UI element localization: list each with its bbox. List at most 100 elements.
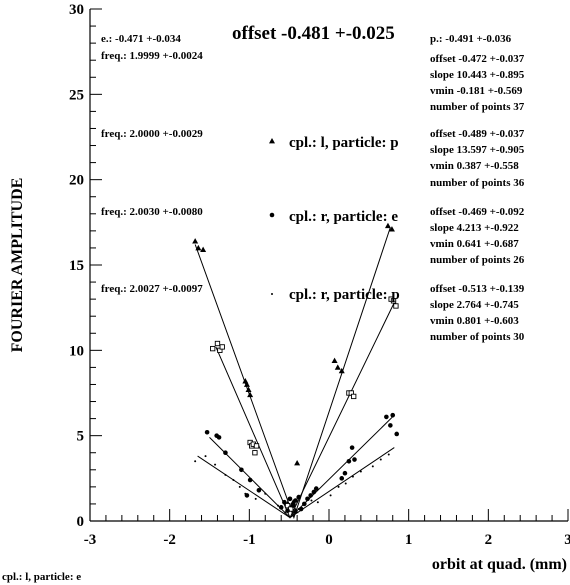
data-point-dot	[298, 506, 304, 512]
data-point-small-dot	[224, 473, 227, 476]
fit-annotation-right: slope 13.597 +-0.905	[430, 144, 525, 156]
fit-annotation-right: vmin 0.641 +-0.687	[430, 238, 519, 250]
data-point-small-dot	[379, 458, 382, 461]
legend-label: cpl.: r, particle: p	[289, 287, 400, 303]
data-point-dot	[223, 450, 228, 456]
fit-annotation-right: p.: -0.491 +-0.036	[430, 33, 512, 45]
fit-line	[194, 227, 391, 520]
fit-annotation-left: e.: -0.471 +-0.034	[101, 33, 181, 45]
fit-annotation-right: slope 10.443 +-0.895	[430, 69, 525, 81]
data-point-dot	[346, 458, 352, 464]
data-point-small-dot	[292, 513, 295, 516]
y-tick-label: 0	[77, 514, 85, 530]
y-axis-title: FOURIER AMPLITUDE	[9, 178, 26, 353]
legend-label: cpl.: l, particle: p	[289, 135, 399, 151]
data-point-triangle	[384, 222, 391, 229]
data-point-small-dot	[344, 482, 347, 485]
chart-title: offset -0.481 +-0.025	[232, 23, 395, 44]
x-tick-label: -2	[163, 532, 176, 548]
data-point-dot	[394, 431, 400, 437]
data-point-dot	[308, 493, 313, 498]
y-tick-label: 30	[69, 2, 84, 18]
data-point-dot	[384, 414, 389, 420]
data-point-dot	[282, 499, 287, 505]
data-point-square	[253, 443, 260, 449]
data-point-dot	[278, 505, 284, 510]
data-point-small-dot	[371, 465, 374, 468]
fit-line	[215, 302, 395, 519]
data-point-dot	[256, 487, 262, 493]
data-point-triangle	[269, 138, 275, 144]
x-tick-label: 0	[325, 532, 333, 548]
fit-annotation-right: slope 2.764 +-0.745	[430, 299, 519, 311]
data-point-triangle	[245, 386, 252, 392]
data-point-dot	[352, 457, 357, 462]
data-point-dot	[313, 486, 319, 491]
data-point-dot	[349, 445, 355, 450]
fit-annotation-right: number of points 30	[430, 331, 525, 343]
data-point-square	[210, 345, 216, 352]
data-point-dot	[216, 435, 222, 440]
fit-annotation-right: vmin 0.801 +-0.603	[430, 315, 519, 327]
data-point-dot	[342, 470, 348, 476]
data-point-triangle	[243, 381, 250, 387]
fit-annotation-right: offset -0.513 +-0.139	[430, 283, 525, 295]
y-tick-label: 25	[69, 87, 84, 103]
data-point-triangle	[195, 244, 202, 251]
fit-line	[197, 447, 395, 519]
data-point-triangle	[338, 367, 345, 374]
fit-annotation-right: number of points 36	[430, 177, 525, 189]
data-point-small-dot	[254, 497, 257, 500]
x-tick-label: 3	[564, 532, 570, 548]
y-tick-label: 10	[69, 343, 84, 359]
data-point-dot	[305, 496, 310, 502]
data-point-dot	[239, 467, 244, 473]
data-point-triangle	[334, 364, 341, 370]
data-point-small-dot	[310, 499, 313, 502]
x-tick-label: -1	[243, 532, 256, 548]
data-point-dot	[287, 496, 293, 502]
data-point-small-dot	[316, 501, 319, 504]
data-point-triangle	[294, 459, 301, 466]
x-axis-title: orbit at quad. (mm)	[432, 556, 567, 573]
x-tick-label: 1	[405, 532, 413, 548]
data-point-small-dot	[284, 511, 287, 514]
data-point-small-dot	[214, 463, 217, 466]
data-point-dot	[339, 476, 345, 481]
data-point-small-dot	[204, 455, 207, 458]
data-point-triangle	[247, 391, 254, 398]
data-point-dot	[311, 489, 317, 495]
data-point-square	[351, 393, 357, 400]
legend-label: cpl.: r, particle: e	[289, 209, 398, 225]
data-point-square	[284, 502, 291, 509]
data-point-triangle	[331, 357, 338, 363]
data-point-dot	[388, 423, 393, 428]
data-point-dot	[293, 498, 298, 503]
data-point-dot	[285, 508, 290, 514]
data-point-square	[214, 340, 221, 347]
data-point-square	[219, 344, 225, 350]
fit-annotation-right: number of points 37	[430, 101, 525, 113]
fit-annotation-right: slope 4.213 +-0.922	[430, 222, 519, 234]
data-point-dot	[269, 212, 275, 218]
fit-annotation-right: vmin 0.387 +-0.558	[430, 160, 519, 172]
data-point-triangle	[200, 246, 207, 253]
data-point-small-dot	[277, 504, 280, 507]
data-point-triangle	[388, 226, 395, 232]
data-point-small-dot	[194, 460, 197, 463]
fit-annotation-left: freq.: 1.9999 +-0.0024	[101, 50, 203, 62]
y-tick-label: 5	[77, 429, 85, 445]
data-point-small-dot	[329, 494, 332, 497]
fit-annotation-right: offset -0.469 +-0.092	[430, 206, 525, 218]
fit-annotation-right: offset -0.489 +-0.037	[430, 128, 525, 140]
y-tick-label: 20	[69, 173, 84, 189]
data-point-small-dot	[351, 475, 354, 478]
data-point-square	[390, 298, 397, 304]
data-point-small-dot	[337, 485, 340, 488]
data-point-dot	[204, 429, 210, 435]
data-point-small-dot	[244, 492, 247, 495]
data-point-square	[252, 450, 258, 456]
data-point-small-dot	[232, 479, 235, 482]
data-point-dot	[247, 477, 253, 483]
